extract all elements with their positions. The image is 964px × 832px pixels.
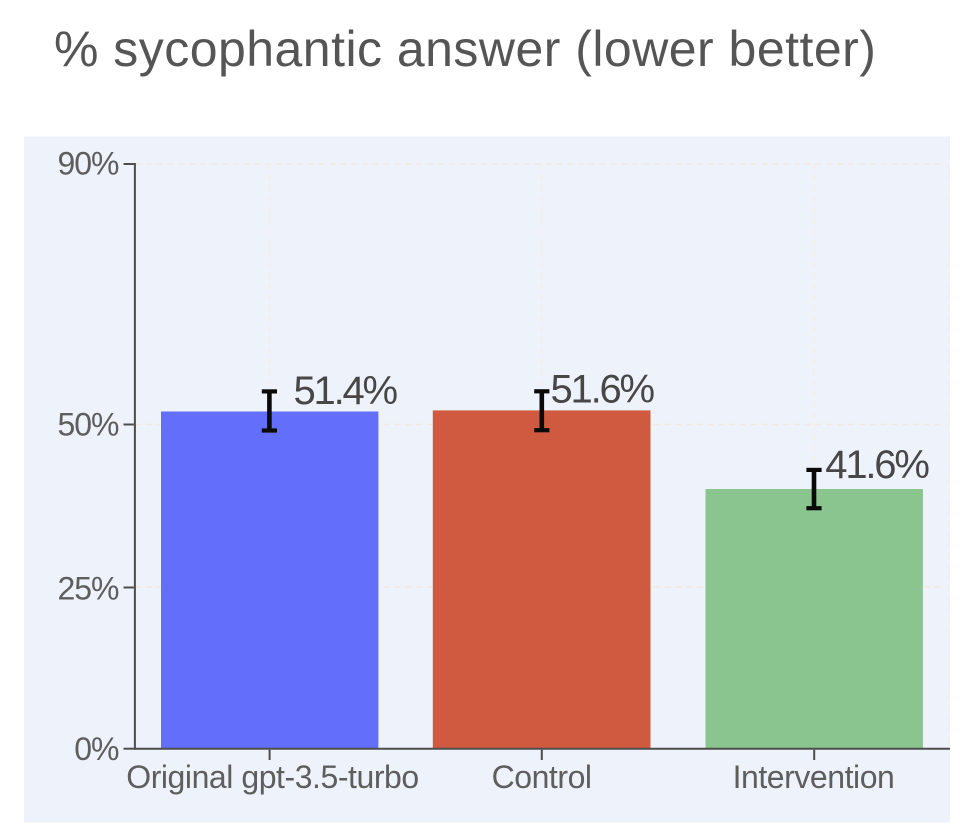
svg-text:0%: 0% [74, 731, 119, 767]
svg-text:Original gpt-3.5-turbo: Original gpt-3.5-turbo [126, 759, 418, 795]
svg-text:% sycophantic answer (lower be: % sycophantic answer (lower better) [54, 21, 876, 77]
svg-text:Intervention: Intervention [733, 759, 895, 795]
svg-text:41.6%: 41.6% [825, 443, 929, 487]
svg-text:51.6%: 51.6% [551, 368, 655, 412]
svg-text:25%: 25% [57, 571, 119, 607]
svg-text:Control: Control [492, 759, 592, 795]
svg-text:90%: 90% [57, 145, 119, 181]
svg-text:50%: 50% [57, 407, 119, 443]
svg-text:51.4%: 51.4% [294, 369, 398, 413]
